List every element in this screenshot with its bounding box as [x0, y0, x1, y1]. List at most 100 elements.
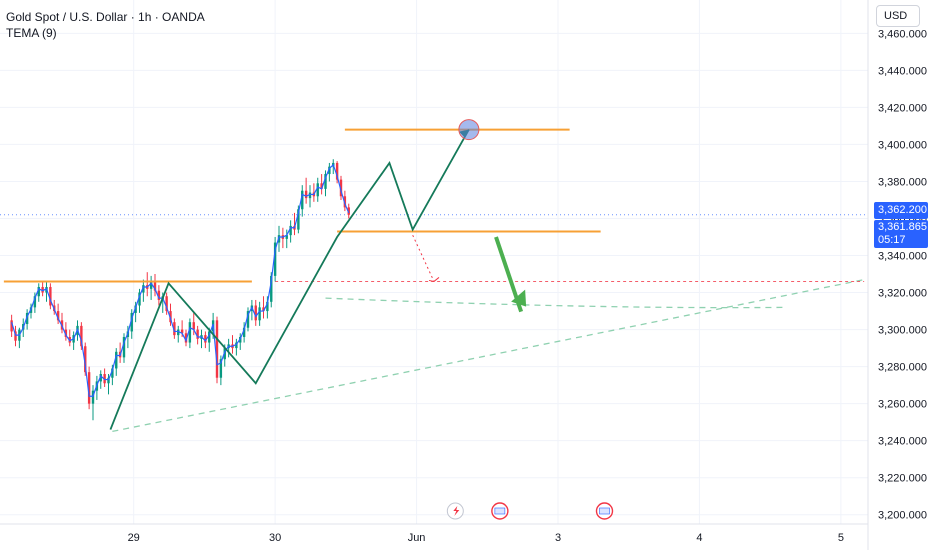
- candle-body[interactable]: [242, 327, 246, 337]
- drawings-layer[interactable]: [3, 119, 601, 430]
- candle-body[interactable]: [184, 333, 188, 343]
- candle-body[interactable]: [328, 166, 331, 175]
- target-circle[interactable]: [458, 119, 480, 141]
- grid-layer: [0, 0, 869, 550]
- candle-body[interactable]: [219, 359, 223, 378]
- candle-body[interactable]: [335, 162, 339, 180]
- candle-body[interactable]: [99, 374, 102, 382]
- candle-body[interactable]: [289, 225, 292, 236]
- candle-body[interactable]: [41, 286, 44, 293]
- candle-body[interactable]: [301, 190, 304, 210]
- candle-body[interactable]: [254, 305, 257, 321]
- candle-body[interactable]: [188, 322, 192, 343]
- candle-body[interactable]: [87, 372, 91, 404]
- candle-body[interactable]: [196, 329, 199, 339]
- candle-body[interactable]: [142, 285, 145, 293]
- candle-body[interactable]: [122, 336, 126, 358]
- indicator-label[interactable]: TEMA (9): [6, 26, 57, 40]
- currency-label: USD: [884, 10, 908, 22]
- candle-body[interactable]: [56, 311, 60, 321]
- lightning-icon: [453, 506, 460, 516]
- candle-body[interactable]: [111, 368, 114, 378]
- price-tick-label: 3,220.000: [878, 473, 927, 485]
- candle-body[interactable]: [347, 207, 350, 215]
- currency-button[interactable]: USD: [876, 5, 920, 27]
- candle-body[interactable]: [270, 275, 273, 302]
- candle-body[interactable]: [339, 179, 343, 197]
- price-tick-label: 3,200.000: [878, 510, 927, 522]
- projected-path-line[interactable]: [109, 129, 470, 430]
- current-price-label: 3,361.865: [878, 221, 927, 233]
- candle-body[interactable]: [285, 235, 288, 239]
- candle-body[interactable]: [149, 281, 153, 289]
- price-tick-label: 3,320.000: [878, 288, 927, 300]
- chart-header: Gold Spot / U.S. Dollar · 1h · OANDA TEM…: [6, 9, 205, 41]
- candle-body[interactable]: [266, 301, 269, 312]
- price-tick-label: 3,300.000: [878, 325, 927, 337]
- price-tick-label: 3,400.000: [878, 139, 927, 151]
- candle-body[interactable]: [37, 286, 40, 297]
- candle-body[interactable]: [320, 183, 323, 189]
- candle-body[interactable]: [258, 307, 261, 321]
- candle-body[interactable]: [14, 331, 17, 341]
- candle-body[interactable]: [25, 312, 29, 325]
- candle-body[interactable]: [180, 329, 184, 334]
- candle-body[interactable]: [91, 390, 95, 404]
- alternate-path-arrowhead: [428, 277, 440, 282]
- events-layer[interactable]: [446, 502, 614, 520]
- candle-body[interactable]: [223, 348, 226, 360]
- candle-body[interactable]: [49, 286, 52, 306]
- candle-body[interactable]: [138, 292, 141, 306]
- price-tick-label: 3,280.000: [878, 362, 927, 374]
- candle-body[interactable]: [107, 377, 110, 384]
- price-tick-label: 3,240.000: [878, 436, 927, 448]
- candle-body[interactable]: [177, 329, 180, 336]
- tema-layer: [11, 163, 350, 397]
- dashed-projection-curve: [325, 297, 787, 309]
- symbol-title[interactable]: Gold Spot / U.S. Dollar · 1h · OANDA: [6, 10, 205, 24]
- candle-body[interactable]: [64, 329, 68, 337]
- candle-body[interactable]: [153, 281, 157, 291]
- candles-layer[interactable]: [10, 159, 350, 421]
- flag-icon: [494, 507, 506, 515]
- candle-body[interactable]: [169, 311, 172, 323]
- price-tick-label: 3,420.000: [878, 102, 927, 114]
- candle-body[interactable]: [304, 190, 308, 199]
- candle-body[interactable]: [208, 331, 211, 343]
- current-price-tag: 3,361.865 05:17: [874, 220, 928, 248]
- candle-body[interactable]: [165, 296, 168, 312]
- candle-body[interactable]: [235, 342, 238, 349]
- countdown-label: 05:17: [878, 234, 906, 246]
- candle-body[interactable]: [130, 312, 133, 332]
- candle-body[interactable]: [204, 335, 207, 343]
- candle-body[interactable]: [308, 192, 312, 199]
- candle-body[interactable]: [192, 322, 195, 330]
- candle-body[interactable]: [316, 183, 319, 197]
- candle-body[interactable]: [324, 174, 327, 189]
- candle-body[interactable]: [103, 374, 106, 384]
- candle-body[interactable]: [273, 242, 277, 276]
- candle-body[interactable]: [10, 320, 13, 332]
- candle-body[interactable]: [215, 320, 219, 378]
- candle-body[interactable]: [262, 307, 265, 312]
- price-axis[interactable]: 3,200.000 3,220.000 3,240.000 3,260.000 3,28…: [878, 28, 927, 521]
- dashed-lines-layer: [0, 214, 868, 433]
- time-tick-label: 4: [696, 532, 702, 544]
- candle-body[interactable]: [115, 351, 118, 369]
- time-tick-label: 5: [838, 532, 844, 544]
- candle-body[interactable]: [246, 311, 250, 328]
- candle-body[interactable]: [157, 290, 161, 300]
- price-tick-label: 3,380.000: [878, 176, 927, 188]
- candle-body[interactable]: [33, 296, 37, 308]
- time-axis[interactable]: 29 30 Jun 3 4 5: [128, 532, 844, 544]
- time-tick-label: Jun: [408, 532, 426, 544]
- candle-body[interactable]: [84, 346, 87, 373]
- candle-body[interactable]: [173, 322, 176, 336]
- price-tick-label: 3,460.000: [878, 28, 927, 40]
- candle-body[interactable]: [80, 325, 83, 347]
- candle-body[interactable]: [134, 305, 137, 313]
- candle-body[interactable]: [297, 209, 300, 230]
- time-tick-label: 3: [555, 532, 561, 544]
